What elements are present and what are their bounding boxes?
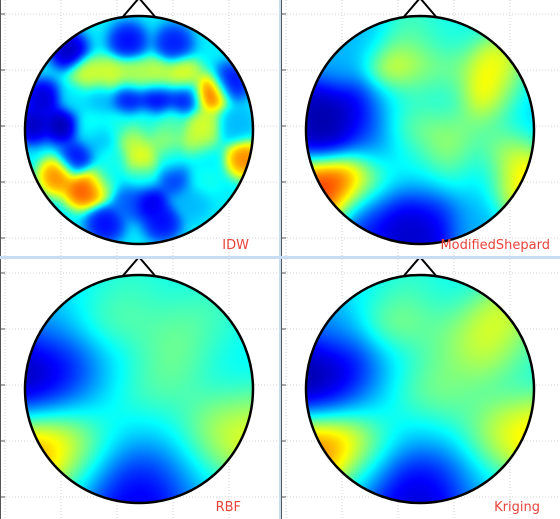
heatmap-surface [25, 275, 253, 503]
nose-marker [401, 259, 439, 279]
head-outline [304, 273, 536, 505]
axis-ticks [0, 259, 5, 519]
method-label-modified-shepard: ModifiedShepard [440, 238, 550, 253]
head-outline [304, 14, 536, 246]
topomap-shepard [281, 0, 560, 256]
method-label-rbf: RBF [215, 500, 241, 515]
method-label-kriging: Kriging [494, 500, 540, 515]
panel-rbf: RBF [0, 259, 279, 519]
panel-idw: IDW [0, 0, 279, 256]
axis-ticks [281, 0, 286, 256]
axis-ticks [281, 259, 286, 519]
method-label-idw: IDW [222, 238, 249, 253]
panel-kriging: Kriging [281, 259, 560, 519]
axis-ticks [0, 0, 5, 256]
heatmap-surface [25, 16, 253, 244]
topomap-idw [0, 0, 279, 256]
head-outline [23, 273, 255, 505]
nose-marker [401, 0, 439, 20]
nose-marker [120, 0, 158, 20]
nose-marker [120, 259, 158, 279]
horizontal-splitter[interactable] [0, 256, 560, 259]
vertical-splitter[interactable] [279, 0, 281, 519]
heatmap-surface [306, 275, 534, 503]
topomap-rbf [0, 259, 279, 519]
panel-modified-shepard: ModifiedShepard [281, 0, 560, 256]
topomap-kriging [281, 259, 560, 519]
head-outline [23, 14, 255, 246]
heatmap-surface [306, 16, 534, 244]
